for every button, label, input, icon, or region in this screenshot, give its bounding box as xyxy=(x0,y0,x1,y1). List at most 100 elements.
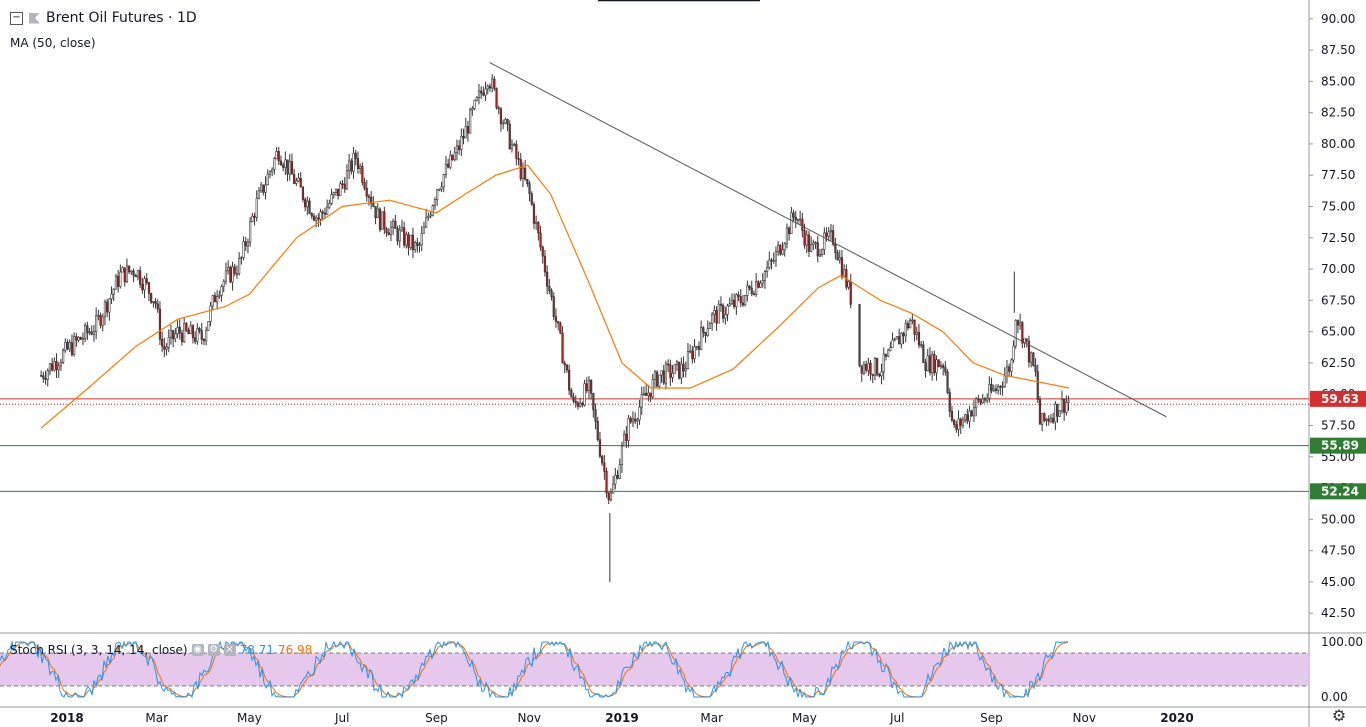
candle-down xyxy=(552,296,555,317)
candle-down xyxy=(983,398,987,401)
candle-up xyxy=(796,219,800,221)
candle-up xyxy=(1041,413,1044,425)
candle-up xyxy=(862,363,866,374)
candle-up xyxy=(125,265,129,283)
candle-down xyxy=(803,230,806,246)
candle-down xyxy=(537,221,540,234)
candle-up xyxy=(143,278,146,291)
candle-up xyxy=(295,180,298,184)
candle-up xyxy=(88,331,91,334)
close-icon[interactable]: × xyxy=(223,644,236,656)
candle-down xyxy=(337,188,340,196)
candle-down xyxy=(416,242,419,246)
candle-up xyxy=(647,392,650,396)
candle-down xyxy=(262,184,265,193)
candle-up xyxy=(827,231,830,237)
candle-down xyxy=(128,265,131,273)
candle-up xyxy=(352,152,355,172)
candle-down xyxy=(156,303,159,310)
candle-down xyxy=(396,228,399,242)
candle-down xyxy=(656,371,659,387)
candle-down xyxy=(634,418,637,422)
candle-down xyxy=(550,290,553,297)
candle-down xyxy=(871,373,874,376)
candle-up xyxy=(110,293,113,300)
settings-icon[interactable]: ⚙ xyxy=(207,644,220,656)
gear-icon[interactable]: ⚙ xyxy=(1331,706,1347,725)
candle-down xyxy=(508,123,511,150)
price-tick-label: 72.50 xyxy=(1321,231,1355,245)
candle-down xyxy=(145,278,148,283)
candle-up xyxy=(405,234,408,246)
candle-up xyxy=(1001,386,1004,388)
ma-line xyxy=(40,164,1070,429)
candle-down xyxy=(1047,418,1050,422)
candle-down xyxy=(293,173,296,184)
candle-up xyxy=(442,174,445,188)
candle-up xyxy=(686,351,690,369)
time-tick-label: May xyxy=(792,711,817,725)
candle-up xyxy=(926,355,929,372)
candle-down xyxy=(966,414,969,422)
price-tick-label: 62.50 xyxy=(1321,356,1355,370)
candle-up xyxy=(640,393,643,408)
candle-up xyxy=(218,294,221,297)
candle-up xyxy=(671,372,674,378)
candle-up xyxy=(772,260,775,263)
candle-down xyxy=(581,402,584,406)
candle-down xyxy=(902,332,905,337)
candle-down xyxy=(834,243,837,253)
candle-up xyxy=(473,100,476,109)
candle-down xyxy=(752,293,756,295)
time-tick-label: Sep xyxy=(980,711,1003,725)
candle-down xyxy=(801,218,804,231)
candle-down xyxy=(543,255,547,273)
candle-up xyxy=(249,221,252,243)
candle-down xyxy=(590,380,593,394)
candle-up xyxy=(1067,400,1070,403)
candle-up xyxy=(183,323,186,342)
candle-down xyxy=(70,342,74,355)
level-label-bg xyxy=(1310,437,1366,454)
price-tick-label: 80.00 xyxy=(1321,137,1355,151)
candle-up xyxy=(59,362,63,367)
candle-up xyxy=(268,171,272,175)
candle-up xyxy=(939,365,943,368)
candle-down xyxy=(697,346,701,350)
candle-up xyxy=(101,316,104,326)
candle-up xyxy=(376,208,379,218)
eye-icon[interactable]: ◉ xyxy=(191,644,204,656)
candle-up xyxy=(1054,403,1057,423)
candle-down xyxy=(959,418,962,426)
candle-down xyxy=(385,228,388,233)
candle-up xyxy=(972,407,976,417)
candle-down xyxy=(585,383,588,391)
candle-down xyxy=(715,310,718,324)
candle-up xyxy=(414,242,417,250)
candle-up xyxy=(810,244,813,252)
candle-down xyxy=(616,475,619,479)
candle-up xyxy=(216,296,219,303)
candle-up xyxy=(847,281,850,288)
candle-up xyxy=(684,368,687,372)
candle-up xyxy=(112,288,115,295)
candle-down xyxy=(944,367,947,373)
candle-up xyxy=(176,326,179,335)
candle-down xyxy=(702,327,705,333)
candle-up xyxy=(1019,322,1022,326)
candle-up xyxy=(931,354,934,373)
price-tick-label: 75.00 xyxy=(1321,199,1355,213)
candle-down xyxy=(497,107,500,110)
candle-up xyxy=(968,410,971,422)
flag-icon[interactable] xyxy=(29,12,40,24)
collapse-icon[interactable]: − xyxy=(10,11,23,25)
candle-down xyxy=(691,350,694,360)
candle-down xyxy=(106,301,109,313)
candle-up xyxy=(746,285,749,296)
candle-up xyxy=(209,305,212,322)
candle-down xyxy=(515,143,518,159)
price-tick-label: 87.50 xyxy=(1321,43,1355,57)
candle-down xyxy=(229,266,232,283)
candle-up xyxy=(735,294,738,307)
